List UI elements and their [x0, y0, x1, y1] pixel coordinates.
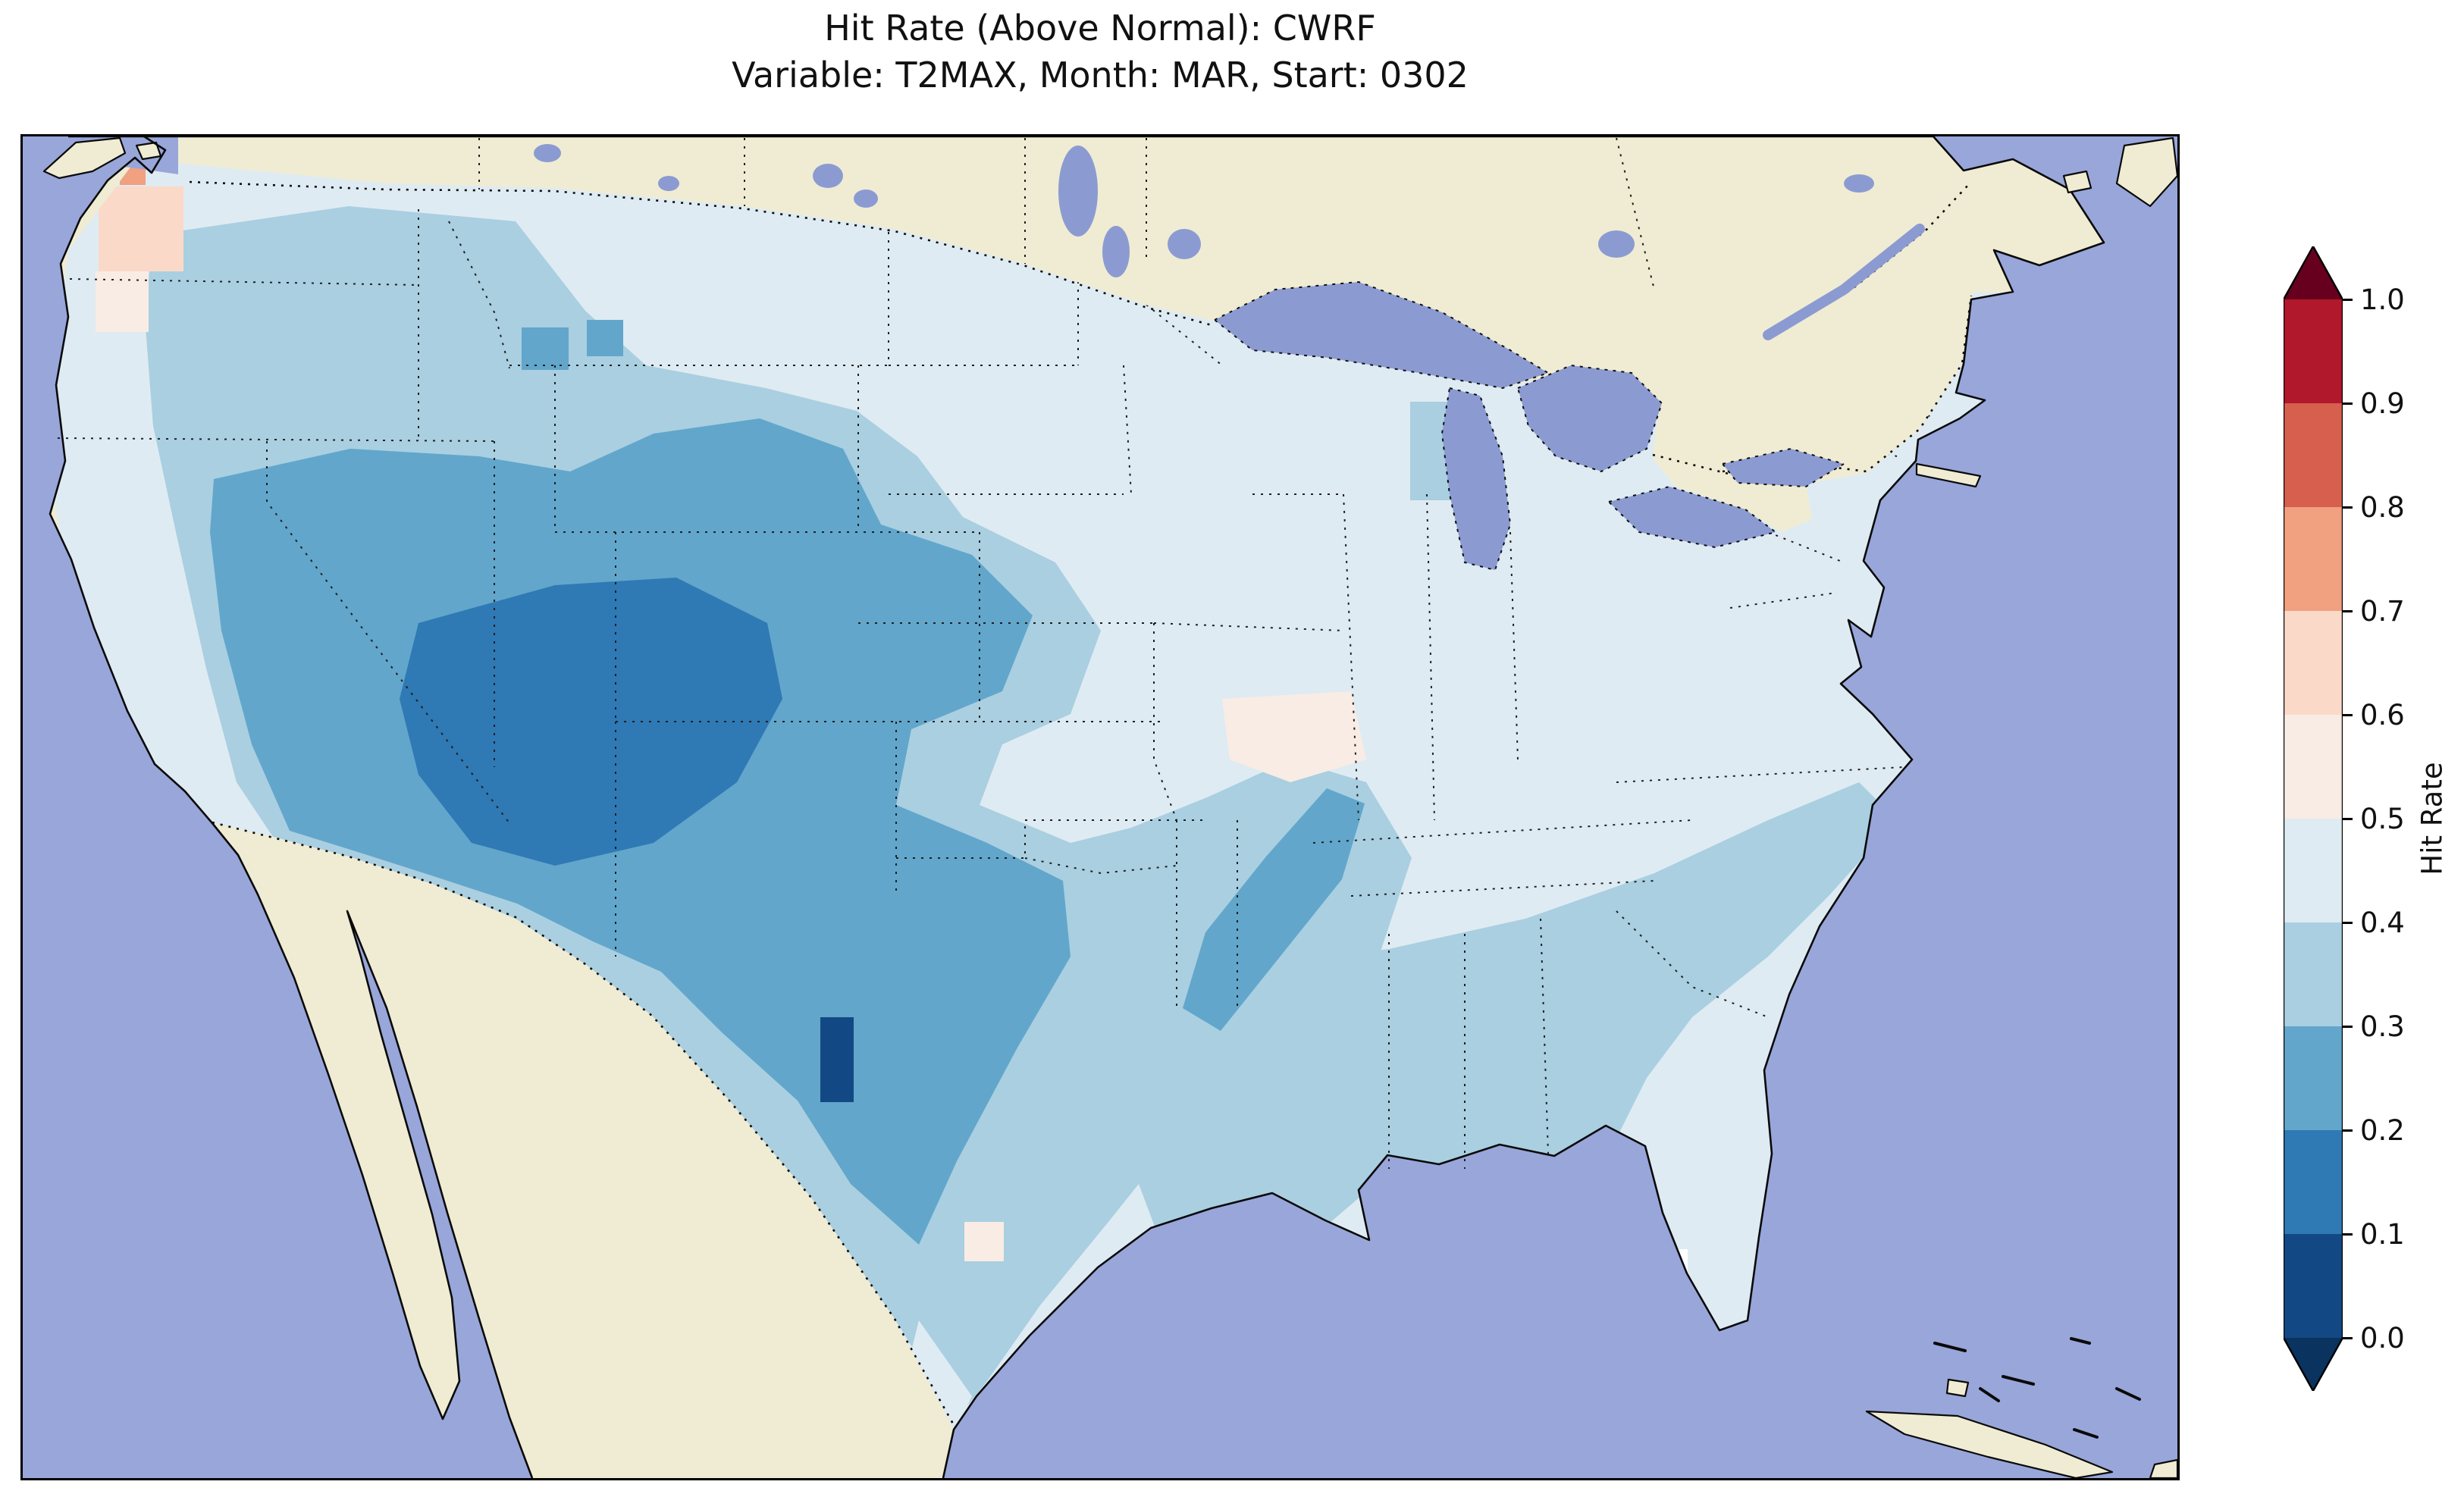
colorbar-tick-mark	[2343, 818, 2353, 820]
bahamas-dashes	[1933, 1337, 2141, 1439]
colorbar-tick-mark	[2343, 1233, 2353, 1236]
colorbar-tick-mark	[2343, 299, 2353, 301]
coastline	[49, 136, 2105, 1478]
cuba	[1865, 1410, 2114, 1478]
colorbar-tick-mark	[2343, 922, 2353, 924]
lake-michigan	[1440, 387, 1512, 572]
canada-lakes	[534, 144, 1925, 340]
us-canada-border-east	[1652, 183, 1973, 478]
map-svg	[23, 136, 2177, 1478]
long-island	[1915, 462, 1982, 488]
region-four-corners-core-0.15	[400, 578, 782, 866]
colorbar-tick-mark	[2343, 402, 2353, 405]
colorbar-tick-mark	[2343, 610, 2353, 612]
lake-superior	[1213, 280, 1550, 390]
puget-sound-area	[42, 136, 178, 180]
title-line-2: Variable: T2MAX, Month: MAR, Start: 0302	[732, 55, 1469, 96]
canada-borders	[478, 137, 1655, 290]
hispaniola-edge	[2149, 1458, 2177, 1478]
colorbar-tick-label: 1.0	[2360, 283, 2405, 316]
colorbar-tick-label: 0.1	[2360, 1218, 2405, 1251]
andros	[1945, 1378, 1970, 1398]
colorbar-tick-label: 0.3	[2360, 1010, 2405, 1043]
region-coastal-washington-pale-0.55	[96, 271, 149, 332]
colorbar-tick-label: 0.0	[2360, 1322, 2405, 1355]
colorbar-tick-mark	[2343, 1026, 2353, 1028]
great-lakes	[1213, 280, 1846, 572]
region-seattle-pink-0.65	[99, 186, 183, 271]
colorbar-segment	[2284, 715, 2343, 819]
colorbar-label: Hit Rate	[2415, 762, 2449, 875]
vancouver-island	[42, 136, 127, 180]
region-oklahoma-arkansas-band-0.25	[1183, 788, 1365, 1031]
region-texas-coast-pale	[964, 1222, 1004, 1261]
colorbar-segment	[2284, 1234, 2343, 1338]
colorbar-segment	[2284, 1026, 2343, 1130]
colorbar-over-arrow	[2284, 246, 2343, 299]
colorbar-tick-mark	[2343, 1337, 2353, 1339]
islands	[1865, 136, 2177, 1478]
colorbar-segment	[2284, 403, 2343, 507]
colorbar-tick-label: 0.9	[2360, 387, 2405, 420]
newfoundland	[2115, 136, 2177, 208]
region-wyoming-patch-b-0.25	[587, 320, 623, 356]
colorbar-segment	[2284, 819, 2343, 922]
colorbar: 1.0 0.9 0.8 0.7 0.6 0.5 0.4 0.3 0.2 0.1 0.0 Hit Ra…	[2284, 246, 2464, 1391]
region-west-texas-dark-cell-0.05	[820, 1017, 854, 1102]
colorbar-tick-label: 0.6	[2360, 699, 2405, 731]
state-borders	[57, 199, 1936, 1169]
colorbar-segment	[2284, 1130, 2343, 1234]
figure-title: Hit Rate (Above Normal): CWRF Variable: …	[23, 5, 2177, 99]
colorbar-tick-mark	[2343, 506, 2353, 509]
colorbar-segment	[2284, 611, 2343, 715]
colorbar-tick-label: 0.5	[2360, 803, 2405, 835]
colorbar-segment	[2284, 507, 2343, 611]
region-wyoming-patch-a-0.25	[522, 327, 569, 370]
region-southeast-band-0.35	[1116, 782, 1897, 1245]
colorbar-under-arrow	[2284, 1338, 2343, 1391]
map-axes	[20, 134, 2180, 1480]
colorbar-tick-label: 0.8	[2360, 491, 2405, 524]
colorbar-tick-mark	[2343, 1129, 2353, 1132]
title-line-1: Hit Rate (Above Normal): CWRF	[824, 8, 1376, 49]
us-mexico-border	[212, 821, 955, 1426]
st-lawrence-river	[1763, 224, 1925, 340]
colorbar-segment	[2284, 299, 2343, 403]
colorbar-tick-label: 0.7	[2360, 595, 2405, 628]
region-south-texas-light	[904, 1320, 972, 1427]
colorbar-tick-label: 0.2	[2360, 1114, 2405, 1147]
lake-huron	[1516, 364, 1663, 473]
colorbar-tick-label: 0.4	[2360, 907, 2405, 939]
lake-erie	[1607, 485, 1778, 549]
colorbar-tick-mark	[2343, 714, 2353, 716]
lake-ontario	[1721, 447, 1846, 488]
colorbar-segment	[2284, 922, 2343, 1026]
colorbar-svg	[2284, 246, 2343, 1391]
region-missouri-pale-0.55	[1222, 691, 1366, 782]
colorbar-fill	[2284, 246, 2343, 1391]
